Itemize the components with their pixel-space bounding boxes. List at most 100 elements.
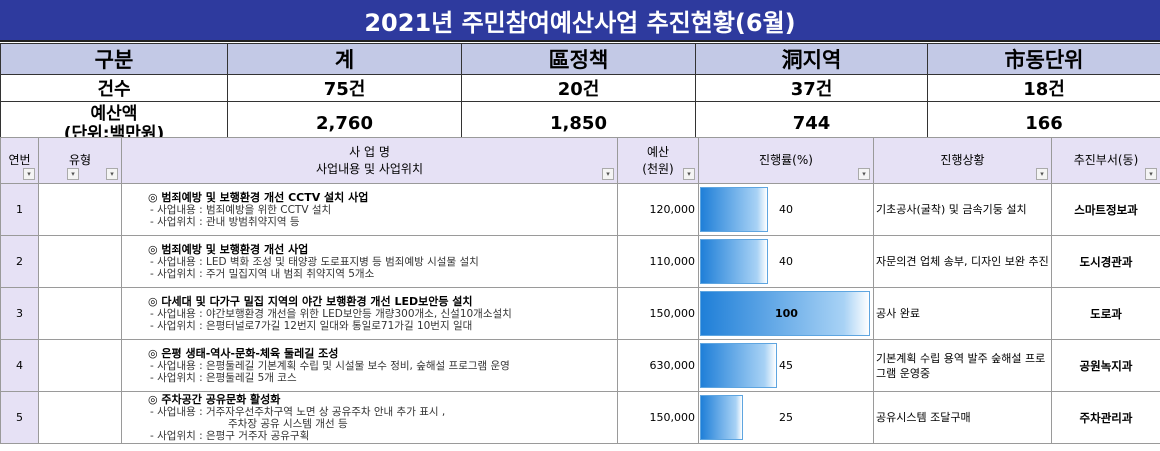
summary-header-dong: 洞지역 [695, 43, 928, 75]
summary-table: 구분 계 區정책 洞지역 市동단위 건수 75건 20건 37건 18건 예산액… [0, 43, 1160, 146]
row-type [38, 287, 122, 340]
project-location: - 사업위치 : 은평터널로7가길 12번지 일대와 통일로71가길 10번지 … [150, 319, 473, 332]
filter-dropdown-icon[interactable]: ▾ [106, 168, 118, 180]
project-table: 연번 ▾ 유형 ▾ ▾ 사 업 명 사업내용 및 사업위치 ▾ 예산 (천원) … [0, 137, 1160, 444]
filter-dropdown-icon[interactable]: ▾ [683, 168, 695, 180]
summary-header-total: 계 [227, 43, 462, 75]
progress-value: 25 [779, 411, 793, 424]
page-title: 2021년 주민참여예산사업 추진현황(6월) [0, 0, 1160, 42]
column-header-project: 사 업 명 사업내용 및 사업위치 ▾ [121, 137, 618, 184]
project-title: ◎ 범죄예방 및 보행환경 개선 사업 [148, 242, 309, 256]
column-header-progress: 진행률(%) ▾ [698, 137, 874, 184]
row-type [38, 183, 122, 236]
column-header-status: 진행상황 ▾ [873, 137, 1052, 184]
dept-cell: 주차관리과 [1051, 391, 1160, 444]
project-detail: - 사업내용 : 범죄예방을 위한 CCTV 설치 [150, 203, 332, 216]
project-detail: - 사업내용 : 거주자우선주차구역 노면 상 공유주차 안내 추가 표시 , [150, 405, 446, 418]
dept-cell: 스마트정보과 [1051, 183, 1160, 236]
progress-cell: 45 [698, 339, 874, 392]
dept-cell: 도로과 [1051, 287, 1160, 340]
progress-value: 100 [775, 307, 798, 320]
project-location: - 사업위치 : 은평둘레길 5개 코스 [150, 371, 297, 384]
summary-count-label: 건수 [0, 74, 228, 102]
status-cell: 공유시스템 조달구매 [873, 391, 1052, 444]
status-cell: 기본계획 수립 용역 발주 숲해설 프로그램 운영중 [873, 339, 1052, 392]
progress-cell: 100 [698, 287, 874, 340]
project-title: ◎ 주차공간 공유문화 활성화 [148, 392, 281, 406]
budget-cell: 150,000 [617, 287, 699, 340]
budget-cell: 630,000 [617, 339, 699, 392]
budget-cell: 120,000 [617, 183, 699, 236]
table-row: 1 ◎ 범죄예방 및 보행환경 개선 CCTV 설치 사업 - 사업내용 : 범… [0, 183, 1160, 236]
filter-dropdown-icon[interactable]: ▾ [1036, 168, 1048, 180]
dept-cell: 공원녹지과 [1051, 339, 1160, 392]
project-title: ◎ 다세대 및 다가구 밀집 지역의 야간 보행환경 개선 LED보안등 설치 [148, 294, 473, 308]
row-type [38, 391, 122, 444]
column-header-status-label: 진행상황 [940, 153, 985, 167]
project-detail: - 사업내용 : 야간보행환경 개선을 위한 LED보안등 개량300개소, 신… [150, 307, 512, 320]
row-type [38, 235, 122, 288]
filter-dropdown-icon[interactable]: ▾ [602, 168, 614, 180]
summary-budget-label-line1: 예산액 [90, 103, 138, 124]
row-number: 4 [0, 339, 39, 392]
summary-count-total: 75건 [227, 74, 462, 102]
column-header-project-sublabel: 사업내용 및 사업위치 [316, 161, 423, 176]
column-header-dept: 추진부서(동) ▾ [1051, 137, 1160, 184]
row-number: 5 [0, 391, 39, 444]
project-location: - 사업위치 : 은평구 거주자 공유구획 [150, 429, 310, 442]
column-header-budget-label: 예산 [646, 144, 670, 159]
status-cell: 공사 완료 [873, 287, 1052, 340]
column-header-type-label: 유형 [68, 153, 92, 167]
project-cell: ◎ 다세대 및 다가구 밀집 지역의 야간 보행환경 개선 LED보안등 설치 … [121, 287, 618, 340]
column-header-type: 유형 ▾ ▾ [38, 137, 122, 184]
progress-cell: 25 [698, 391, 874, 444]
dept-cell: 도시경관과 [1051, 235, 1160, 288]
column-header-no: 연번 ▾ [0, 137, 39, 184]
progress-bar [700, 343, 777, 388]
filter-dropdown-icon[interactable]: ▾ [23, 168, 35, 180]
filter-dropdown-icon[interactable]: ▾ [67, 168, 79, 180]
project-cell: ◎ 범죄예방 및 보행환경 개선 사업 - 사업내용 : LED 벽화 조성 및… [121, 235, 618, 288]
progress-cell: 40 [698, 235, 874, 288]
project-location: - 사업위치 : 관내 방범취약지역 등 [150, 215, 300, 228]
table-row: 2 ◎ 범죄예방 및 보행환경 개선 사업 - 사업내용 : LED 벽화 조성… [0, 235, 1160, 288]
column-header-no-label: 연번 [8, 153, 31, 167]
summary-header-category: 구분 [0, 43, 228, 75]
column-header-budget: 예산 (천원) ▾ [617, 137, 699, 184]
budget-cell: 110,000 [617, 235, 699, 288]
progress-value: 40 [779, 203, 793, 216]
progress-bar [700, 395, 743, 440]
row-number: 1 [0, 183, 39, 236]
filter-dropdown-icon[interactable]: ▾ [1145, 168, 1157, 180]
project-cell: ◎ 은평 생태-역사-문화-체육 둘레길 조성 - 사업내용 : 은평둘레길 기… [121, 339, 618, 392]
table-row: 4 ◎ 은평 생태-역사-문화-체육 둘레길 조성 - 사업내용 : 은평둘레길… [0, 339, 1160, 392]
progress-cell: 40 [698, 183, 874, 236]
row-number: 2 [0, 235, 39, 288]
summary-count-city: 18건 [927, 74, 1160, 102]
summary-count-district: 20건 [461, 74, 696, 102]
project-title: ◎ 은평 생태-역사-문화-체육 둘레길 조성 [148, 346, 339, 360]
project-cell: ◎ 범죄예방 및 보행환경 개선 CCTV 설치 사업 - 사업내용 : 범죄예… [121, 183, 618, 236]
project-detail-continued: 주차장 공유 시스템 개선 등 [228, 417, 348, 430]
column-header-progress-label: 진행률(%) [759, 153, 813, 167]
project-detail: - 사업내용 : LED 벽화 조성 및 태양광 도로표지병 등 범죄예방 시설… [150, 255, 479, 268]
progress-bar [700, 187, 768, 232]
progress-bar [700, 291, 870, 336]
table-row: 3 ◎ 다세대 및 다가구 밀집 지역의 야간 보행환경 개선 LED보안등 설… [0, 287, 1160, 340]
column-header-budget-unit: (천원) [642, 161, 674, 176]
project-title: ◎ 범죄예방 및 보행환경 개선 CCTV 설치 사업 [148, 190, 369, 204]
summary-count-dong: 37건 [695, 74, 928, 102]
summary-header-district: 區정책 [461, 43, 696, 75]
row-type [38, 339, 122, 392]
column-header-project-label: 사 업 명 [349, 144, 390, 159]
status-cell: 기초공사(굴착) 및 금속기둥 설치 [873, 183, 1052, 236]
status-cell: 자문의견 업체 송부, 디자인 보완 추진 [873, 235, 1052, 288]
progress-bar [700, 239, 768, 284]
project-cell: ◎ 주차공간 공유문화 활성화 - 사업내용 : 거주자우선주차구역 노면 상 … [121, 391, 618, 444]
budget-cell: 150,000 [617, 391, 699, 444]
filter-dropdown-icon[interactable]: ▾ [858, 168, 870, 180]
project-location: - 사업위치 : 주거 밀집지역 내 범죄 취약지역 5개소 [150, 267, 375, 280]
progress-value: 45 [779, 359, 793, 372]
table-row: 5 ◎ 주차공간 공유문화 활성화 - 사업내용 : 거주자우선주차구역 노면 … [0, 391, 1160, 444]
project-detail: - 사업내용 : 은평둘레길 기본계획 수립 및 시설물 보수 정비, 숲해설 … [150, 359, 510, 372]
